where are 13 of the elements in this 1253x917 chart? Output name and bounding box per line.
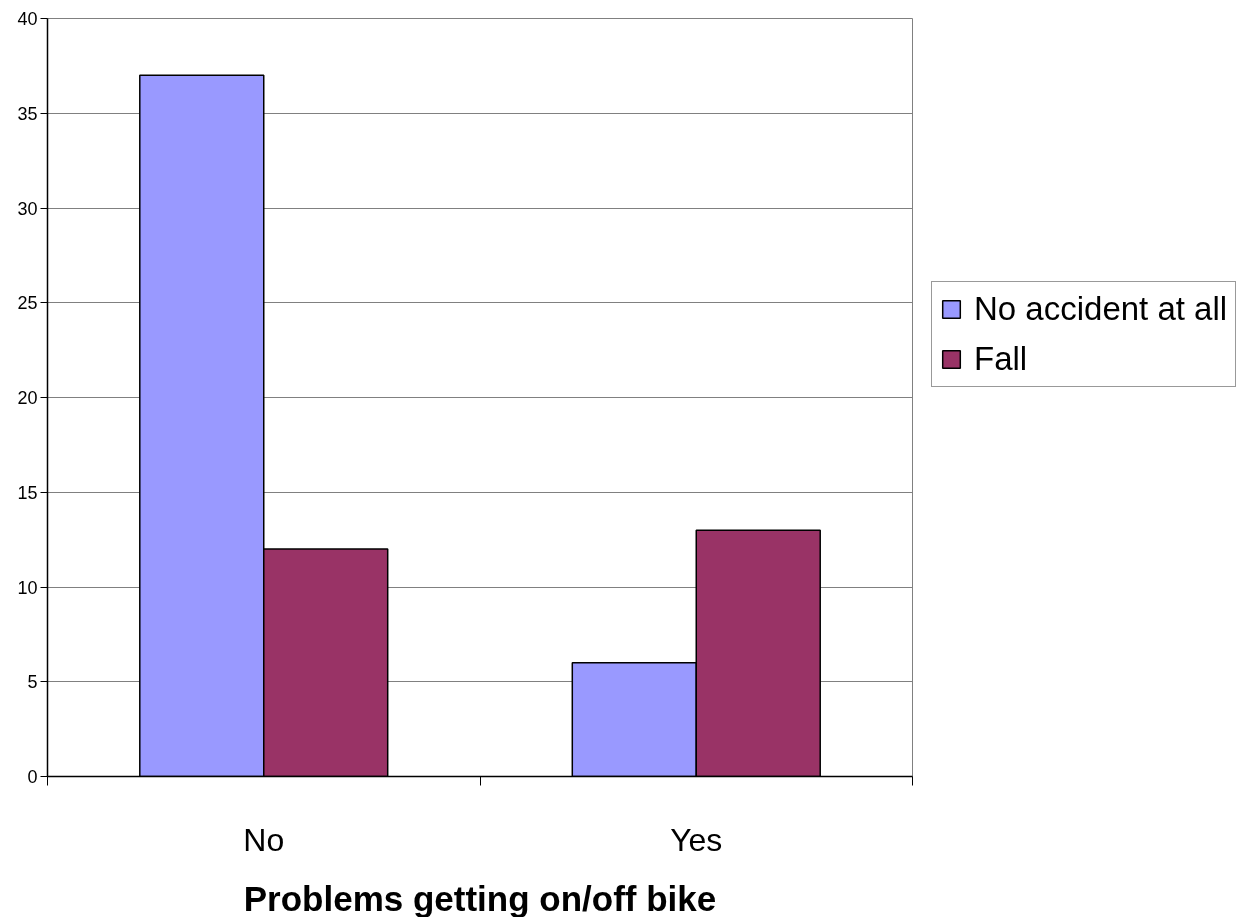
x-tick-label: Yes: [670, 821, 723, 858]
y-tick-label: 20: [17, 388, 38, 408]
legend-label: No accident at all: [974, 290, 1228, 328]
x-tick-label: No: [243, 821, 285, 858]
y-tick-label: 10: [17, 577, 38, 598]
y-tick-label: 40: [17, 9, 38, 29]
legend-label: Fall: [974, 340, 1028, 378]
y-tick-label: 0: [27, 767, 38, 787]
y-tick-label: 15: [17, 482, 38, 503]
y-tick-label: 30: [17, 198, 38, 219]
y-tick-label: 35: [17, 103, 38, 124]
y-tick-label: 5: [27, 672, 38, 693]
y-tick-label: 25: [17, 293, 38, 314]
